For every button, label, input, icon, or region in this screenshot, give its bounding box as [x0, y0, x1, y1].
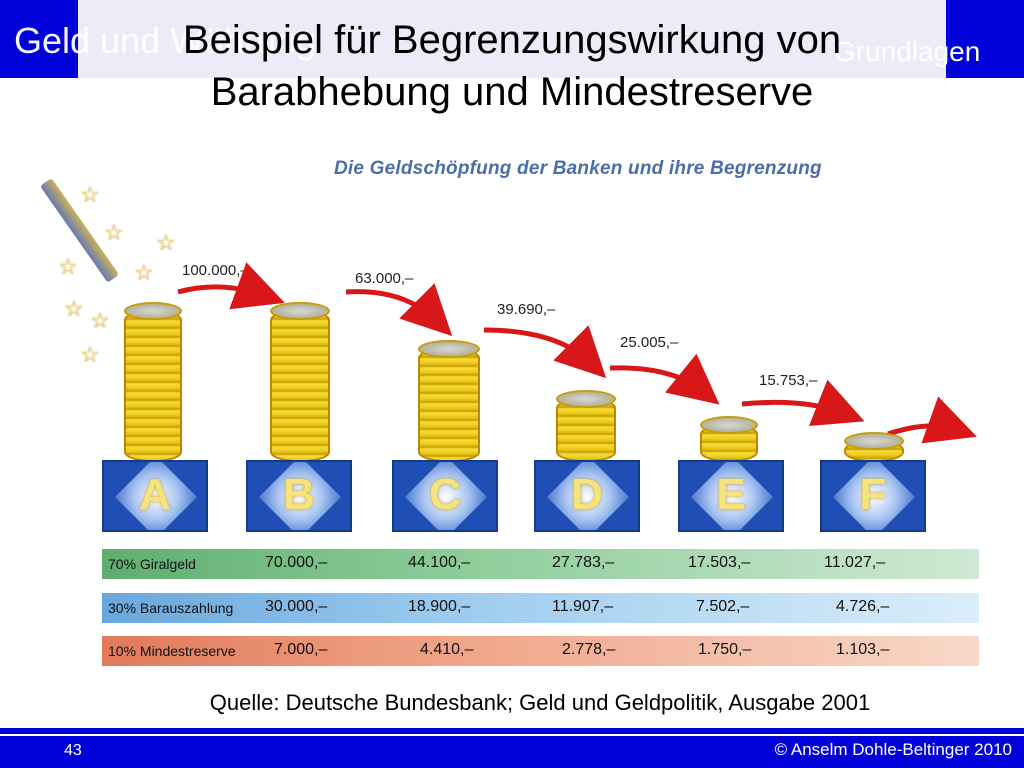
coin-icon: [700, 416, 758, 434]
copyright-notice: © Anselm Dohle-Beltinger 2010: [774, 740, 1012, 759]
transfer-amount: 25.005,–: [620, 334, 679, 351]
star-icon: ☆: [156, 230, 176, 255]
bank-box-d: D: [534, 460, 640, 532]
giralgeld-row: 70% Giralgeld 70.000,– 44.100,– 27.783,–…: [102, 549, 979, 579]
row-value: 30.000,–: [265, 598, 328, 615]
coin-stack-b: [270, 310, 330, 462]
transfer-arrow: [345, 283, 453, 337]
row-value: 70.000,–: [265, 554, 328, 571]
section-subtitle-ghost: Grundlagen: [834, 36, 981, 67]
page-number: 43: [64, 742, 82, 759]
row-label: 30% Barauszahlung: [108, 600, 234, 616]
row-value: 1.750,–: [698, 641, 752, 658]
figure-title: Die Geldschöpfung der Banken und ihre Be…: [334, 158, 822, 179]
row-label: 10% Mindestreserve: [108, 643, 236, 659]
bank-letter: B: [283, 470, 315, 519]
slide-title-line-2: Barabhebung und Mindestreserve: [210, 70, 814, 114]
row-label: 70% Giralgeld: [108, 556, 196, 572]
coin-stack-c: [418, 348, 480, 462]
barauszahlung-row: 30% Barauszahlung 30.000,– 18.900,– 11.9…: [102, 593, 979, 623]
row-value: 18.900,–: [408, 598, 471, 615]
row-value: 4.726,–: [836, 598, 890, 615]
transfer-arrow: [177, 262, 285, 310]
row-value: 17.503,–: [688, 554, 751, 571]
bank-box-e: E: [678, 460, 784, 532]
star-icon: ☆: [64, 296, 84, 321]
row-value: 1.103,–: [836, 641, 890, 658]
header-right-block: [946, 0, 1024, 78]
bank-box-c: C: [392, 460, 498, 532]
coin-icon: [556, 390, 616, 408]
bank-letter: A: [139, 470, 171, 519]
star-icon: ☆: [134, 260, 154, 285]
bank-letter: D: [571, 470, 603, 519]
footer-divider: [0, 734, 1024, 736]
row-value: 7.000,–: [274, 641, 328, 658]
bank-letter: F: [859, 470, 887, 519]
coin-icon: [844, 432, 904, 450]
star-icon: ☆: [104, 220, 124, 245]
footer-bar: 43 © Anselm Dohle-Beltinger 2010: [0, 728, 1024, 768]
transfer-arrow: [483, 325, 607, 379]
bank-box-a: A: [102, 460, 208, 532]
coin-icon: [124, 302, 182, 320]
bank-box-b: B: [246, 460, 352, 532]
transfer-amount: 39.690,–: [497, 301, 556, 318]
star-icon: ☆: [80, 182, 100, 207]
header-left-block: [0, 0, 78, 78]
row-value: 44.100,–: [408, 554, 471, 571]
source-citation: Quelle: Deutsche Bundesbank; Geld und Ge…: [209, 690, 871, 715]
coin-icon: [418, 340, 480, 358]
transfer-arrow: [609, 353, 720, 405]
section-title-ghost: Geld und Währung: [14, 20, 317, 61]
star-icon: ☆: [90, 308, 110, 333]
coin-stack-a: [124, 310, 182, 462]
row-value: 4.410,–: [420, 641, 474, 658]
row-value: 2.778,–: [562, 641, 616, 658]
transfer-arrow: [741, 379, 865, 427]
transfer-amount: 15.753,–: [759, 372, 818, 389]
header-title-panel: [78, 0, 946, 78]
star-icon: ☆: [58, 254, 78, 279]
coin-icon: [270, 302, 330, 320]
row-value: 7.502,–: [696, 598, 750, 615]
row-value: 27.783,–: [552, 554, 615, 571]
transfer-amount: 100.000,–: [182, 262, 249, 279]
row-value: 11.907,–: [552, 598, 614, 615]
mindestreserve-row: 10% Mindestreserve 7.000,– 4.410,– 2.778…: [102, 636, 979, 666]
slide-title: Beispiel für Begrenzungswirkung von Bara…: [0, 14, 1024, 118]
transfer-arrow: [887, 396, 977, 444]
star-icon: ☆: [80, 342, 100, 367]
bank-letter: C: [429, 470, 461, 519]
bank-letter: E: [716, 470, 746, 519]
bank-box-f: F: [820, 460, 926, 532]
transfer-amount: 63.000,–: [355, 270, 414, 287]
row-value: 11.027,–: [824, 554, 886, 571]
slide-title-line-1: Beispiel für Begrenzungswirkung von: [182, 18, 842, 62]
